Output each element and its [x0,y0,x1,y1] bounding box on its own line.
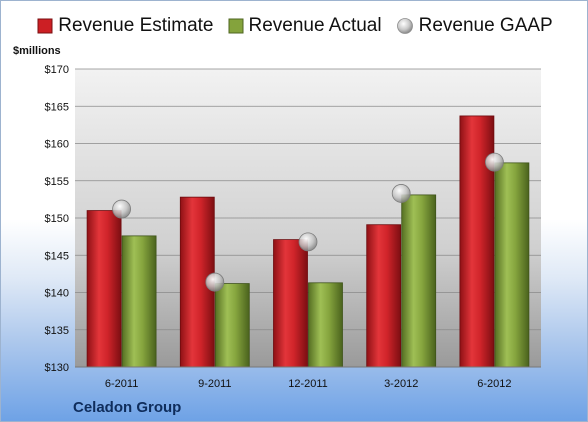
legend-swatch-gaap [396,18,413,34]
bar-revenue-actual [401,194,437,368]
y-tick-label: $145 [45,250,69,262]
x-tick-label: 6-2011 [105,378,138,390]
x-tick-label: 12-2011 [288,378,328,390]
x-tick-labels: 6-2011 9-2011 12-2011 3-2012 6-2012 [105,378,512,390]
legend-label-gaap: Revenue GAAP [418,15,553,36]
point-revenue-gaap [112,199,131,219]
legend-item-gaap: Revenue GAAP [396,15,553,37]
bar-revenue-estimate [86,210,122,368]
bar-revenue-estimate [459,115,495,368]
legend-item-actual: Revenue Actual [228,15,382,37]
y-tick-label: $165 [45,101,69,113]
chart-legend: Revenue Estimate Revenue Actual Revenue … [1,15,587,37]
bar-revenue-estimate [273,239,308,368]
bar-revenue-actual [494,162,530,368]
point-revenue-gaap [391,184,411,203]
y-tick-label: $155 [45,176,69,188]
x-tick-label: 9-2011 [198,378,231,390]
y-tick-label: $135 [45,325,69,337]
y-tick-label: $140 [45,288,69,300]
bar-revenue-estimate [366,224,402,368]
bar-revenue-actual [308,282,343,368]
company-name: Celadon Group [73,399,182,416]
legend-item-estimate: Revenue Estimate [37,15,214,37]
y-tick-label: $160 [45,139,69,151]
legend-label-estimate: Revenue Estimate [58,15,214,36]
bar-revenue-actual [214,283,250,368]
bar-revenue-actual [121,235,157,368]
legend-swatch-estimate [37,18,53,34]
y-tick-labels: $130 $135 $140 $145 $150 $155 $160 $165 $170 [45,64,69,374]
x-tick-label: 3-2012 [384,378,418,390]
point-revenue-gaap [205,272,225,292]
legend-swatch-actual [228,18,243,34]
point-revenue-gaap [298,232,318,252]
legend-label-actual: Revenue Actual [248,15,382,36]
y-tick-label: $170 [45,64,69,76]
y-axis-label: $millions [13,45,61,57]
point-revenue-gaap [484,152,504,172]
y-tick-label: $130 [45,362,69,374]
x-tick-label: 6-2012 [477,378,511,390]
gaap-points [112,152,504,292]
y-tick-label: $150 [45,213,69,225]
